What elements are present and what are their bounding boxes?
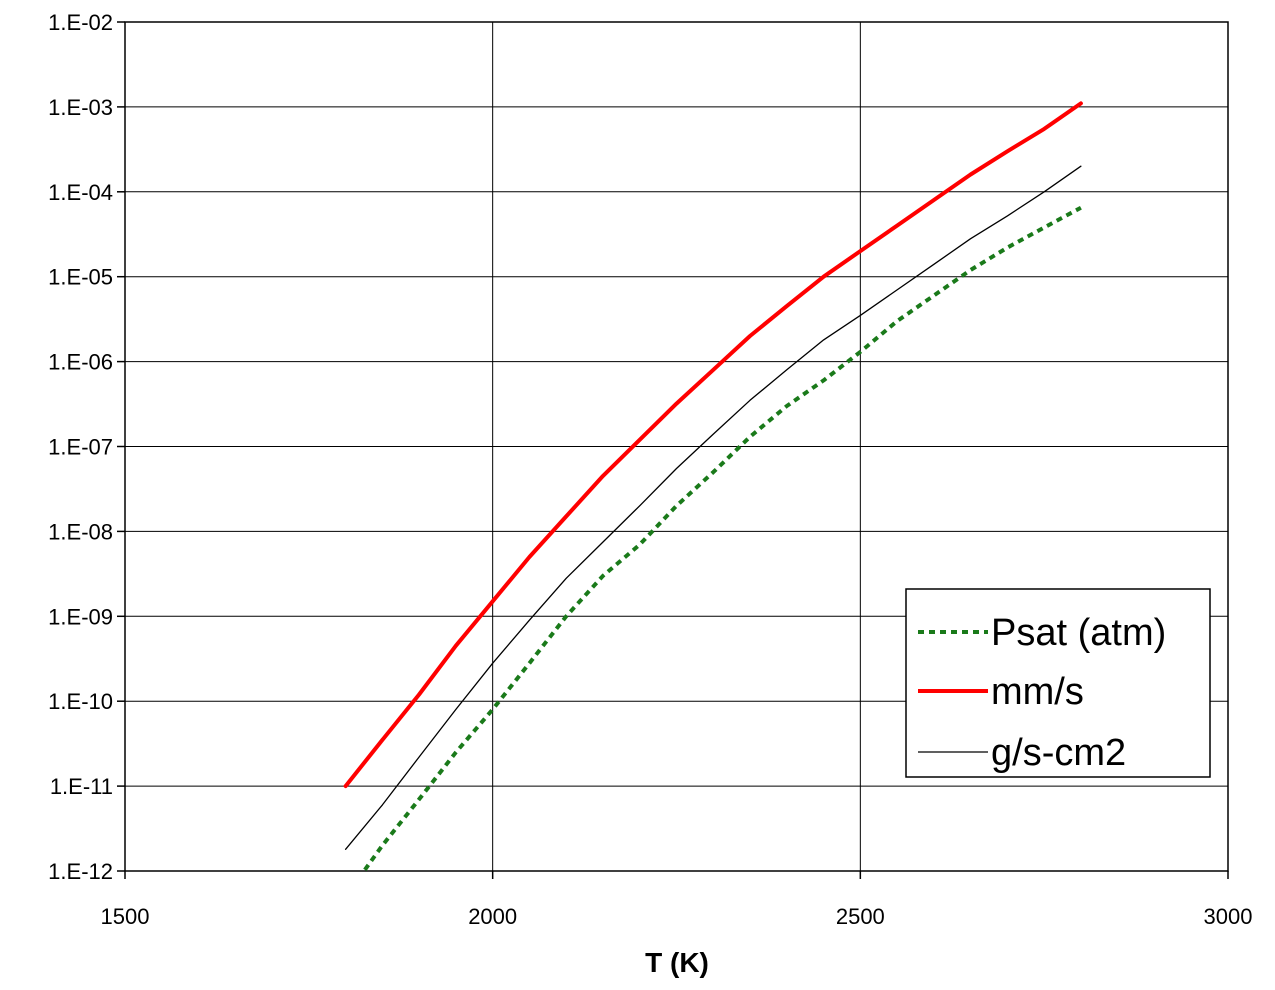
y-tick-label: 1.E-02 <box>48 10 113 35</box>
legend: Psat (atm) mm/s g/s-cm2 <box>905 588 1211 778</box>
x-tick-label: 2500 <box>836 904 885 929</box>
legend-items: Psat (atm) mm/s g/s-cm2 <box>918 612 1166 774</box>
series-lines <box>343 101 1083 871</box>
grid-lines <box>125 22 1228 871</box>
legend-label: Psat (atm) <box>991 612 1166 654</box>
y-tick-label: 1.E-07 <box>48 435 113 460</box>
y-tick-label: 1.E-04 <box>48 180 113 205</box>
legend-box <box>905 588 1211 778</box>
series-line-2 <box>344 165 1082 850</box>
y-tick-label: 1.E-03 <box>48 95 113 120</box>
y-tick-label: 1.E-10 <box>48 689 113 714</box>
x-tick-label: 1500 <box>101 904 150 929</box>
y-tick-label: 1.E-12 <box>48 859 113 884</box>
series-line-0 <box>361 205 1082 871</box>
x-tick-label: 2000 <box>468 904 517 929</box>
x-tick-label: 3000 <box>1204 904 1253 929</box>
y-tick-label: 1.E-08 <box>48 519 113 544</box>
y-tick-label: 1.E-11 <box>50 774 113 799</box>
y-tick-label: 1.E-05 <box>48 265 113 290</box>
series-line-1 <box>343 101 1083 789</box>
x-axis-title: T (K) <box>645 947 709 978</box>
legend-label: mm/s <box>991 671 1084 713</box>
y-tick-label: 1.E-09 <box>48 604 113 629</box>
y-tick-label: 1.E-06 <box>48 350 113 375</box>
legend-label: g/s-cm2 <box>991 732 1126 774</box>
axis-ticks: 1.E-12 1.E-11 1.E-10 1.E-09 1.E-08 1.E-07 1.E-… <box>48 10 1252 929</box>
